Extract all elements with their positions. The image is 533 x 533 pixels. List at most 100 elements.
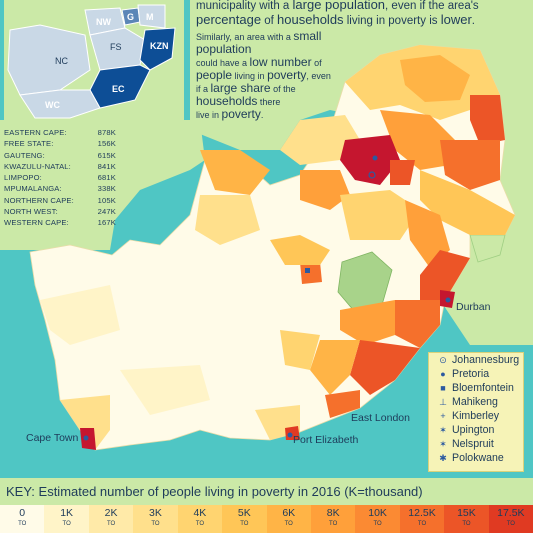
key-bin: 15K TO bbox=[444, 505, 489, 533]
province-name: KWAZULU-NATAL: bbox=[4, 161, 71, 171]
intro-paragraph-2: Similarly, an area with a small populati… bbox=[196, 30, 336, 121]
key-bin: 2K TO bbox=[88, 505, 134, 533]
intro-text: small population bbox=[196, 29, 322, 56]
durban-marker bbox=[445, 297, 451, 303]
neighbouring-land-west bbox=[0, 120, 205, 250]
province-value: 681K bbox=[97, 173, 116, 183]
key-bin-to: TO bbox=[18, 521, 27, 527]
key-bin-label: 4K bbox=[193, 507, 207, 519]
province-name: NORTHERN CAPE: bbox=[4, 195, 74, 205]
intro-text: if a bbox=[196, 84, 211, 94]
key-bin: 5K TO bbox=[222, 505, 267, 533]
inset-label-g: G bbox=[127, 12, 134, 22]
city-symbol-icon: ✶ bbox=[439, 438, 447, 449]
key-bin-to: TO bbox=[373, 521, 382, 527]
province-name: FREE STATE: bbox=[4, 139, 54, 149]
durban-label: Durban bbox=[456, 301, 491, 313]
key-bin-to: TO bbox=[329, 521, 338, 527]
key-bin-to: TO bbox=[151, 521, 160, 527]
inset-m bbox=[137, 4, 166, 29]
key-bin-label: 12.5K bbox=[408, 507, 436, 519]
key-bin-to: TO bbox=[62, 521, 71, 527]
intro-text: could have a bbox=[196, 58, 250, 68]
key-bin-label: 10K bbox=[368, 507, 387, 519]
city-symbol-icon: ⊥ bbox=[439, 396, 447, 407]
key-bin-to: TO bbox=[106, 521, 116, 527]
intro-text: . bbox=[260, 110, 264, 120]
key-bin: 3K TO bbox=[133, 505, 178, 533]
city-name: Upington bbox=[452, 424, 495, 436]
key-bin: 1K TO bbox=[44, 505, 89, 533]
key-bin: 10K TO bbox=[355, 505, 400, 533]
city-legend-item: ✱ Polokwane bbox=[437, 451, 523, 465]
cape-town-marker bbox=[83, 435, 89, 441]
province-inset-map: NW G M NC FS KZN EC WC bbox=[4, 0, 184, 124]
province-name: WESTERN CAPE: bbox=[4, 218, 69, 228]
city-symbol-icon: ● bbox=[440, 369, 446, 379]
key-bin-label: 1K bbox=[60, 507, 74, 519]
city-legend: ⊙ Johannesburg ● Pretoria ■ Bloemfontein ⊥ Mahi… bbox=[428, 352, 524, 472]
key-bin: 17.5K TO bbox=[488, 505, 533, 533]
city-name: Kimberley bbox=[452, 410, 500, 422]
key-bin: 4K TO bbox=[177, 505, 223, 533]
key-bin: 12.5K TO bbox=[399, 505, 445, 533]
city-legend-item: ⊙ Johannesburg bbox=[437, 353, 523, 367]
key-bin-to: TO bbox=[462, 521, 471, 527]
province-value: 167K bbox=[97, 218, 116, 228]
province-value: 878K bbox=[97, 128, 116, 137]
port-elizabeth-marker bbox=[287, 432, 293, 438]
city-symbol-icon: ■ bbox=[440, 383, 446, 393]
city-name: Bloemfontein bbox=[452, 382, 514, 394]
intro-text: households bbox=[196, 94, 258, 108]
inset-kzn bbox=[139, 27, 176, 71]
inset-label-m: M bbox=[146, 12, 154, 22]
province-value: 841K bbox=[97, 161, 116, 171]
city-legend-item: + Kimberley bbox=[437, 409, 523, 423]
key-bin-to: TO bbox=[195, 521, 205, 527]
inset-label-fs: FS bbox=[110, 42, 122, 52]
key-bin-to: TO bbox=[417, 521, 427, 527]
intro-text: poverty bbox=[221, 107, 261, 121]
key-bin: 8K TO bbox=[310, 505, 356, 533]
intro-text: large share bbox=[210, 81, 271, 95]
city-name: Mahikeng bbox=[452, 396, 498, 408]
intro-text: low number bbox=[249, 55, 312, 69]
city-legend-item: ■ Bloemfontein bbox=[437, 381, 523, 395]
province-row: WESTERN CAPE: 167K bbox=[4, 217, 116, 228]
city-name: Pretoria bbox=[452, 368, 490, 380]
province-row: MPUMALANGA: 338K bbox=[4, 183, 116, 194]
inset-label-wc: WC bbox=[45, 100, 60, 110]
province-name: MPUMALANGA: bbox=[4, 184, 62, 194]
province-name: GAUTENG: bbox=[4, 150, 45, 160]
city-legend-item: ⊥ Mahikeng bbox=[437, 395, 523, 409]
city-symbol-icon: ✱ bbox=[439, 452, 447, 463]
intro-text: poverty bbox=[267, 68, 307, 82]
intro-text: lower bbox=[440, 12, 472, 27]
intro-text: of the bbox=[270, 84, 296, 94]
pretoria-marker bbox=[372, 155, 378, 161]
key-bin-label: 8K bbox=[326, 507, 340, 519]
intro-text: of bbox=[311, 58, 322, 68]
province-row: NORTH WEST: 247K bbox=[4, 206, 116, 217]
province-value: 247K bbox=[97, 207, 116, 217]
johannesburg-marker bbox=[368, 171, 376, 179]
province-row: KWAZULU-NATAL: 841K bbox=[4, 161, 116, 172]
city-legend-item: ✶ Nelspruit bbox=[437, 437, 523, 451]
inset-label-kzn: KZN bbox=[150, 41, 169, 51]
key-bin: 6K TO bbox=[266, 505, 311, 533]
province-row: GAUTENG: 615K bbox=[4, 150, 116, 161]
key-bin-label: 15K bbox=[457, 507, 476, 519]
inset-wc bbox=[19, 89, 101, 119]
inset-nc bbox=[7, 24, 91, 96]
province-totals-table: EASTERN CAPE: 878K FREE STATE: 156K GAUTENG:… bbox=[4, 127, 116, 229]
intro-text: households bbox=[277, 12, 344, 27]
city-name: Nelspruit bbox=[452, 438, 494, 450]
intro-text: of bbox=[261, 15, 278, 27]
port-elizabeth-label: Port Elizabeth bbox=[293, 434, 359, 446]
intro-text: percentage bbox=[196, 12, 262, 27]
municipality-shading bbox=[40, 45, 515, 450]
key-title: KEY: Estimated number of people living i… bbox=[6, 484, 423, 499]
province-value: 105K bbox=[97, 195, 116, 205]
province-name: LIMPOPO: bbox=[4, 173, 42, 183]
